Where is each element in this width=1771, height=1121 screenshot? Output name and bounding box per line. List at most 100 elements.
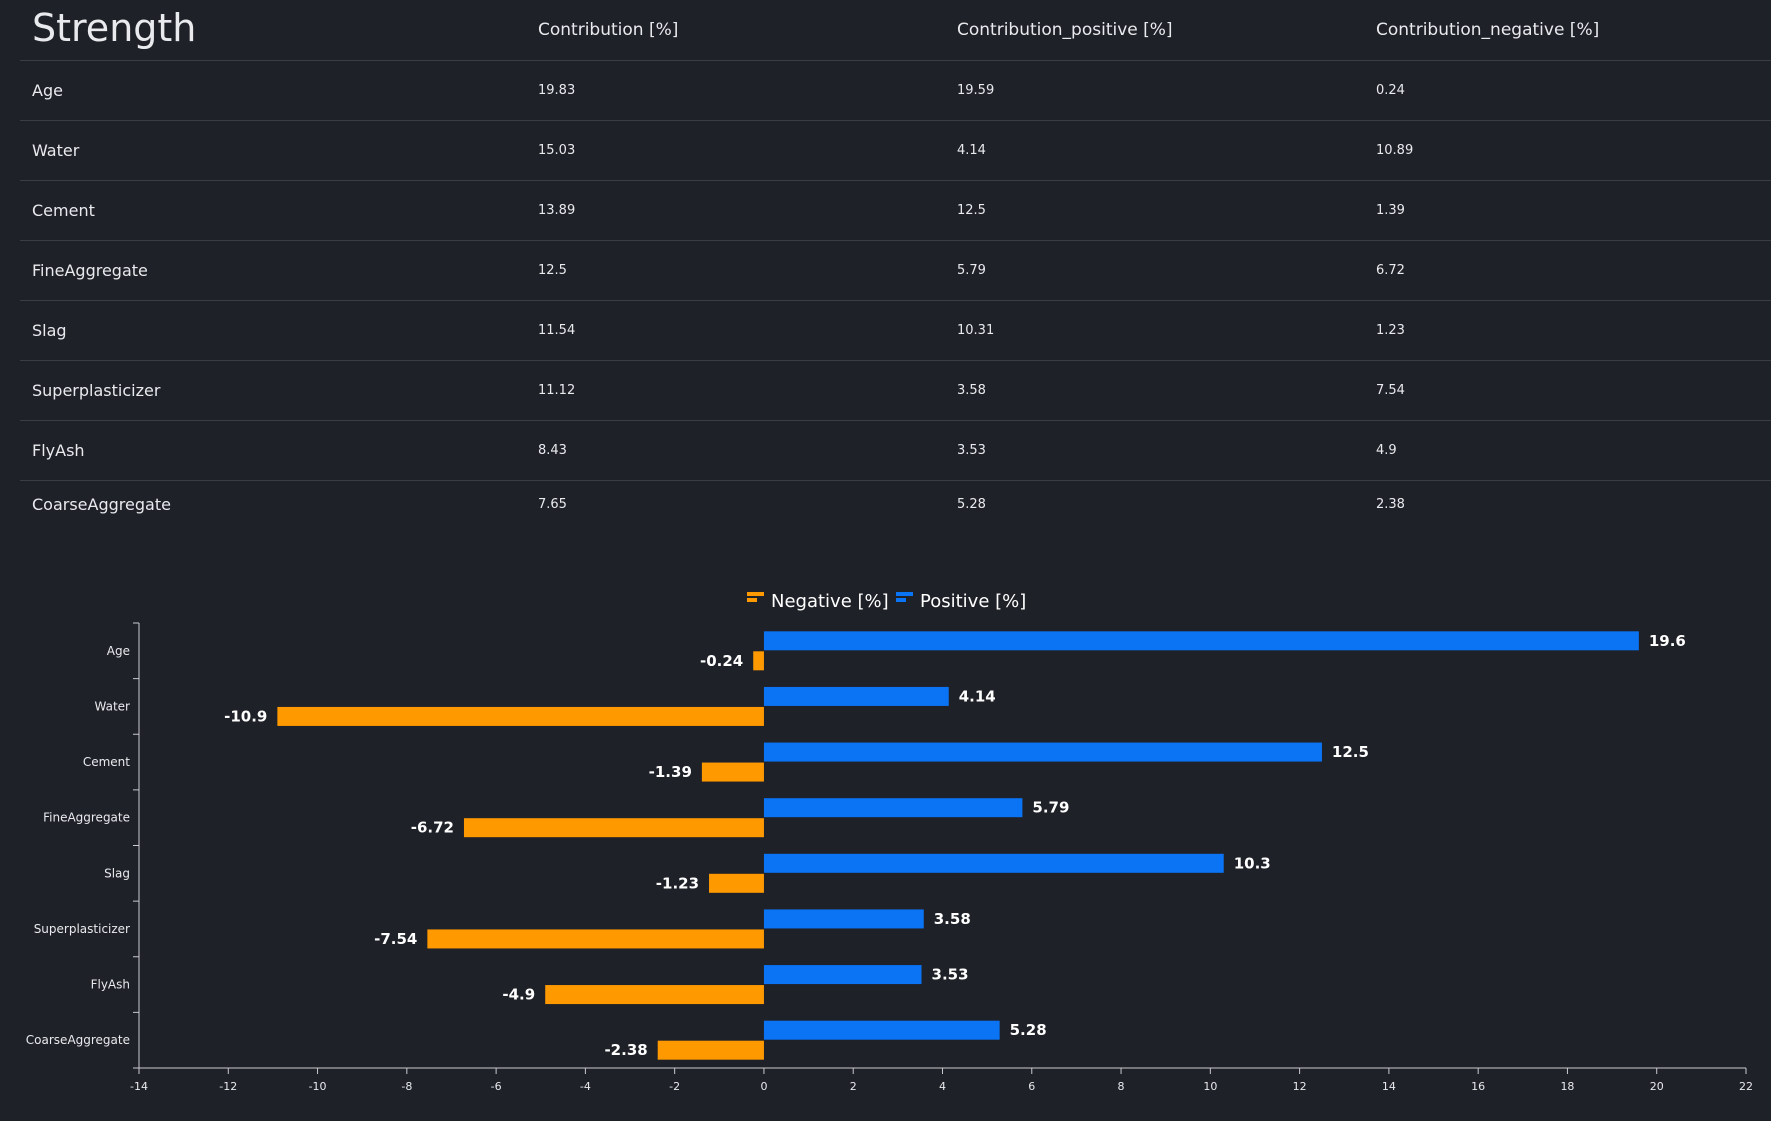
x-tick-label: -14 xyxy=(130,1080,148,1093)
contribution-negative-cell: 1.39 xyxy=(1364,180,1771,241)
x-tick-label: 22 xyxy=(1739,1080,1753,1093)
contribution-negative-cell: 7.54 xyxy=(1364,360,1771,421)
contribution-negative-cell: 0.24 xyxy=(1364,60,1771,121)
legend-positive-icon xyxy=(896,598,906,602)
contribution-cell: 11.12 xyxy=(526,360,945,421)
positive-bar xyxy=(763,1020,1000,1040)
negative-value-label: -10.9 xyxy=(224,707,267,725)
category-label: Superplasticizer xyxy=(34,922,130,936)
row-name: Slag xyxy=(20,300,526,361)
negative-value-label: -0.24 xyxy=(700,652,743,670)
contribution-negative-cell: 10.89 xyxy=(1364,120,1771,181)
column-header-contribution: Contribution [%] xyxy=(526,0,945,61)
contribution-cell: 19.83 xyxy=(526,60,945,121)
category-label: Water xyxy=(95,699,131,713)
negative-value-label: -6.72 xyxy=(411,819,454,837)
row-name: Water xyxy=(20,120,526,181)
x-tick-label: 6 xyxy=(1028,1080,1035,1093)
x-tick-label: -8 xyxy=(401,1080,412,1093)
negative-value-label: -2.38 xyxy=(604,1041,647,1059)
legend-positive-icon xyxy=(896,592,913,596)
contribution-negative-cell: 2.38 xyxy=(1376,496,1405,512)
positive-value-label: 19.6 xyxy=(1649,632,1686,650)
category-label: Cement xyxy=(83,755,130,769)
x-tick-label: 20 xyxy=(1650,1080,1664,1093)
row-name: Age xyxy=(20,60,526,121)
x-tick-label: -2 xyxy=(669,1080,680,1093)
positive-bar xyxy=(763,965,922,985)
contribution-positive-cell: 19.59 xyxy=(945,60,1364,121)
contribution-table: Strength Contribution [%] Contribution_p… xyxy=(20,0,1771,527)
category-label: CoarseAggregate xyxy=(26,1033,130,1047)
negative-value-label: -1.39 xyxy=(649,763,692,781)
category-label: Age xyxy=(107,644,130,658)
row-name: CoarseAggregate xyxy=(32,494,171,514)
negative-value-label: -7.54 xyxy=(374,930,417,948)
x-tick-label: -12 xyxy=(219,1080,237,1093)
contribution-positive-cell: 5.79 xyxy=(945,240,1364,301)
legend-positive-label: Positive [%] xyxy=(920,591,1026,612)
positive-value-label: 12.5 xyxy=(1332,743,1369,761)
contribution-negative-cell: 4.9 xyxy=(1364,420,1771,481)
negative-bar xyxy=(657,1040,764,1060)
positive-bar xyxy=(763,742,1322,762)
positive-value-label: 10.3 xyxy=(1234,854,1271,872)
positive-value-label: 5.79 xyxy=(1032,799,1069,817)
contribution-table-container: Strength Contribution [%] Contribution_p… xyxy=(20,0,1771,527)
x-tick-label: 12 xyxy=(1293,1080,1307,1093)
row-name: Superplasticizer xyxy=(20,360,526,421)
table-row: CoarseAggregate 7.65 5.28 2.38 xyxy=(20,481,1771,528)
x-tick-label: 4 xyxy=(939,1080,946,1093)
negative-value-label: -1.23 xyxy=(656,874,699,892)
table-title: Strength xyxy=(20,0,526,61)
legend-negative-label: Negative [%] xyxy=(771,591,889,612)
contribution-positive-cell: 4.14 xyxy=(945,120,1364,181)
table-row: Age 19.83 19.59 0.24 xyxy=(20,60,1771,121)
negative-bar xyxy=(277,706,764,726)
category-label: FineAggregate xyxy=(43,811,130,825)
x-tick-label: 0 xyxy=(760,1080,767,1093)
x-tick-label: 2 xyxy=(850,1080,857,1093)
contribution-cell: 8.43 xyxy=(526,420,945,481)
x-tick-label: 16 xyxy=(1471,1080,1485,1093)
legend-negative-icon xyxy=(747,598,757,602)
positive-bar xyxy=(763,686,949,706)
negative-bar xyxy=(753,651,764,671)
contribution-negative-cell: 6.72 xyxy=(1364,240,1771,301)
positive-value-label: 3.58 xyxy=(934,910,971,928)
x-tick-label: 10 xyxy=(1203,1080,1217,1093)
positive-value-label: 4.14 xyxy=(959,687,996,705)
contribution-cell: 12.5 xyxy=(526,240,945,301)
negative-bar xyxy=(427,929,764,949)
positive-bar xyxy=(763,853,1224,873)
contribution-cell: 11.54 xyxy=(526,300,945,361)
positive-bar xyxy=(763,798,1023,818)
contribution-positive-cell: 3.58 xyxy=(945,360,1364,421)
category-label: Slag xyxy=(104,866,130,880)
column-header-contribution-positive: Contribution_positive [%] xyxy=(945,0,1364,61)
contribution-cell: 13.89 xyxy=(526,180,945,241)
negative-bar xyxy=(709,873,764,893)
column-header-contribution-negative: Contribution_negative [%] xyxy=(1364,0,1771,61)
positive-value-label: 3.53 xyxy=(932,966,969,984)
contribution-positive-cell: 5.28 xyxy=(957,496,986,512)
negative-bar xyxy=(701,762,764,782)
table-row: Slag 11.54 10.31 1.23 xyxy=(20,300,1771,361)
positive-bar xyxy=(763,631,1639,651)
contribution-positive-cell: 3.53 xyxy=(945,420,1364,481)
row-name: Cement xyxy=(20,180,526,241)
positive-value-label: 5.28 xyxy=(1010,1021,1047,1039)
x-tick-label: 18 xyxy=(1560,1080,1574,1093)
category-label: FlyAsh xyxy=(91,978,130,992)
table-row: FlyAsh 8.43 3.53 4.9 xyxy=(20,420,1771,481)
contribution-negative-cell: 1.23 xyxy=(1364,300,1771,361)
legend-negative-icon xyxy=(747,592,764,596)
contribution-positive-cell: 10.31 xyxy=(945,300,1364,361)
x-tick-label: 14 xyxy=(1382,1080,1396,1093)
x-tick-label: -10 xyxy=(309,1080,327,1093)
contribution-cell: 15.03 xyxy=(526,120,945,181)
table-row: Superplasticizer 11.12 3.58 7.54 xyxy=(20,360,1771,421)
row-name: FineAggregate xyxy=(20,240,526,301)
negative-bar xyxy=(463,818,764,838)
